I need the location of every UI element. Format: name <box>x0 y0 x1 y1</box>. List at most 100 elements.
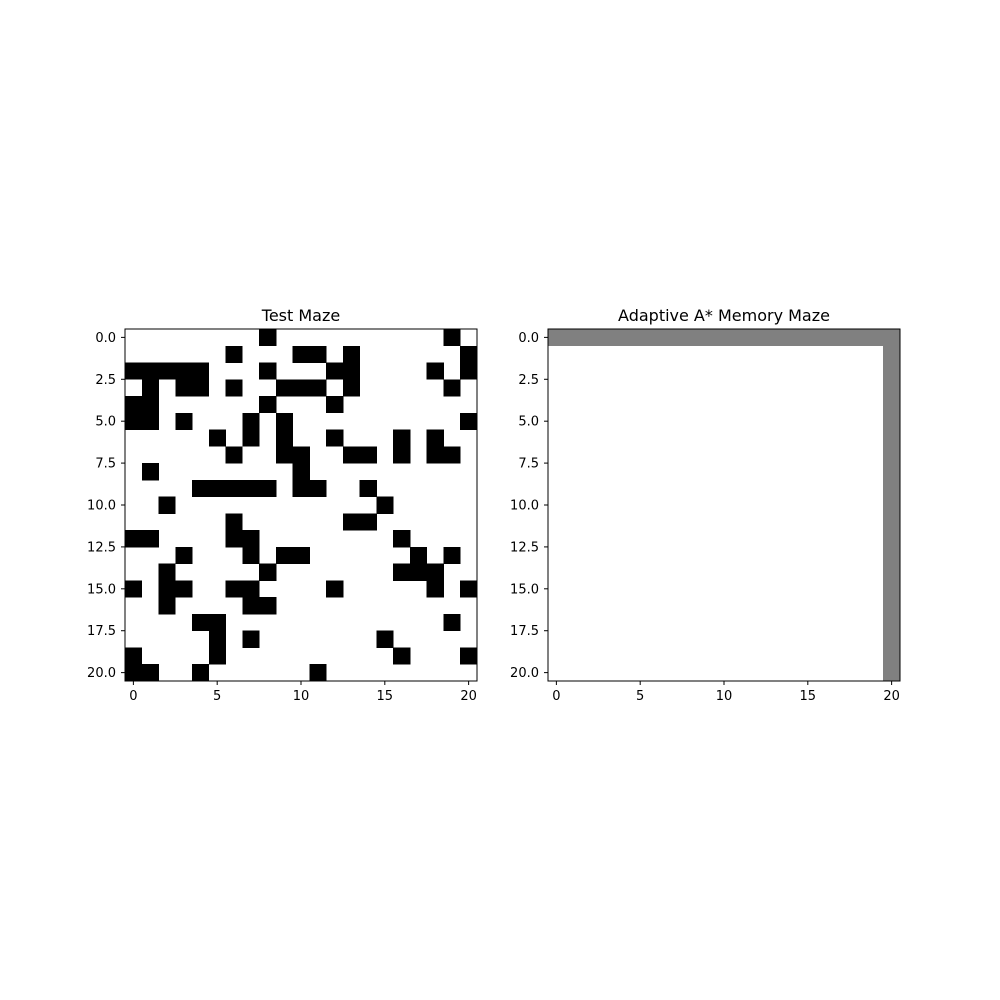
maze-cell <box>342 362 361 380</box>
maze-cell <box>208 613 226 632</box>
maze-cell <box>259 329 277 347</box>
y-tick-label: 17.5 <box>510 624 539 639</box>
maze-cell <box>192 664 210 682</box>
maze-cell <box>292 379 310 397</box>
maze-cell <box>376 496 394 514</box>
maze-cell <box>443 446 461 464</box>
y-tick-label: 12.5 <box>87 540 116 555</box>
maze-cell <box>242 630 260 648</box>
maze-cell <box>866 329 884 347</box>
maze-cell <box>883 513 901 531</box>
maze-cell <box>175 412 193 430</box>
maze-cell <box>443 379 461 397</box>
y-tick-label: 0.0 <box>518 331 539 346</box>
maze-cell <box>275 546 294 565</box>
y-tick-label: 10.0 <box>87 499 116 514</box>
maze-cell <box>158 580 176 598</box>
plot-area <box>548 329 900 681</box>
y-tick-label: 2.5 <box>95 373 116 388</box>
maze-cell <box>883 563 901 581</box>
x-tick-label: 5 <box>213 689 221 704</box>
maze-cell <box>883 664 901 682</box>
maze-cell <box>292 446 310 464</box>
maze-cell <box>259 597 277 615</box>
y-tick-label: 15.0 <box>510 582 539 597</box>
y-tick-label: 0.0 <box>95 331 116 346</box>
x-tick-label: 10 <box>293 689 310 704</box>
maze-cell <box>175 362 193 380</box>
maze-cell <box>275 379 294 397</box>
maze-cell <box>242 412 260 430</box>
y-tick-label: 20.0 <box>87 666 116 681</box>
maze-cell <box>309 345 327 363</box>
maze-cell <box>548 329 566 347</box>
maze-cell <box>208 630 226 648</box>
maze-cell <box>309 664 327 682</box>
maze-cell <box>359 513 377 531</box>
maze-cell <box>443 613 461 632</box>
maze-cell <box>883 580 901 598</box>
y-tick-label: 7.5 <box>95 457 116 472</box>
maze-cell <box>816 329 834 347</box>
maze-cell <box>883 496 901 514</box>
maze-cell <box>883 429 901 447</box>
y-tick-label: 15.0 <box>87 582 116 597</box>
maze-cell <box>125 362 143 380</box>
x-tick-label: 20 <box>460 689 477 704</box>
maze-cell <box>158 563 176 581</box>
maze-cell <box>883 446 901 464</box>
maze-cell <box>125 412 143 430</box>
maze-cell <box>849 329 867 347</box>
maze-cell <box>242 597 260 615</box>
maze-cell <box>192 479 210 498</box>
maze-cell <box>426 580 444 598</box>
maze-cell <box>883 613 901 632</box>
maze-cell <box>665 329 683 347</box>
maze-cell <box>883 379 901 397</box>
maze-cell <box>175 546 193 565</box>
y-tick-label: 5.0 <box>518 415 539 430</box>
y-tick-label: 20.0 <box>510 666 539 681</box>
maze-cell <box>883 546 901 565</box>
maze-cell <box>648 329 666 347</box>
maze-cell <box>598 329 616 347</box>
maze-cell <box>175 580 193 598</box>
maze-cell <box>225 513 243 531</box>
maze-cell <box>883 597 901 615</box>
maze-cell <box>158 597 176 615</box>
maze-cell <box>292 479 310 498</box>
maze-cell <box>426 446 444 464</box>
maze-cell <box>393 530 411 548</box>
maze-cell <box>242 429 260 447</box>
maze-cell <box>309 379 327 397</box>
maze-cell <box>883 329 901 347</box>
chart-panel-2: Adaptive A* Memory Maze 0 5 10 15 20 0.0 2.5 5.0… <box>510 306 901 704</box>
y-tick-label: 17.5 <box>87 624 116 639</box>
maze-cell <box>359 446 377 464</box>
maze-cell <box>259 362 277 380</box>
y-tick-label: 7.5 <box>518 457 539 472</box>
maze-cell <box>460 362 478 380</box>
maze-cell <box>326 396 344 414</box>
x-tick-label: 10 <box>716 689 733 704</box>
maze-cell <box>342 345 361 363</box>
maze-cell <box>883 362 901 380</box>
maze-cell <box>460 647 478 665</box>
maze-cell <box>615 329 633 347</box>
maze-cell <box>259 479 277 498</box>
maze-cell <box>443 329 461 347</box>
maze-cell <box>175 379 193 397</box>
maze-cell <box>309 479 327 498</box>
maze-cell <box>698 329 717 347</box>
maze-cell <box>460 412 478 430</box>
chart-panel-1: Test Maze 0 5 10 15 20 0.0 2.5 5.0 7.5 10.0 12.5 15.… <box>87 306 478 704</box>
maze-cell <box>342 513 361 531</box>
maze-cell <box>326 362 344 380</box>
maze-cell <box>225 530 243 548</box>
y-tick-label: 5.0 <box>95 415 116 430</box>
maze-cell <box>141 379 159 397</box>
maze-cell <box>393 429 411 447</box>
maze-cell <box>782 329 800 347</box>
maze-cell <box>832 329 851 347</box>
maze-cell <box>426 429 444 447</box>
